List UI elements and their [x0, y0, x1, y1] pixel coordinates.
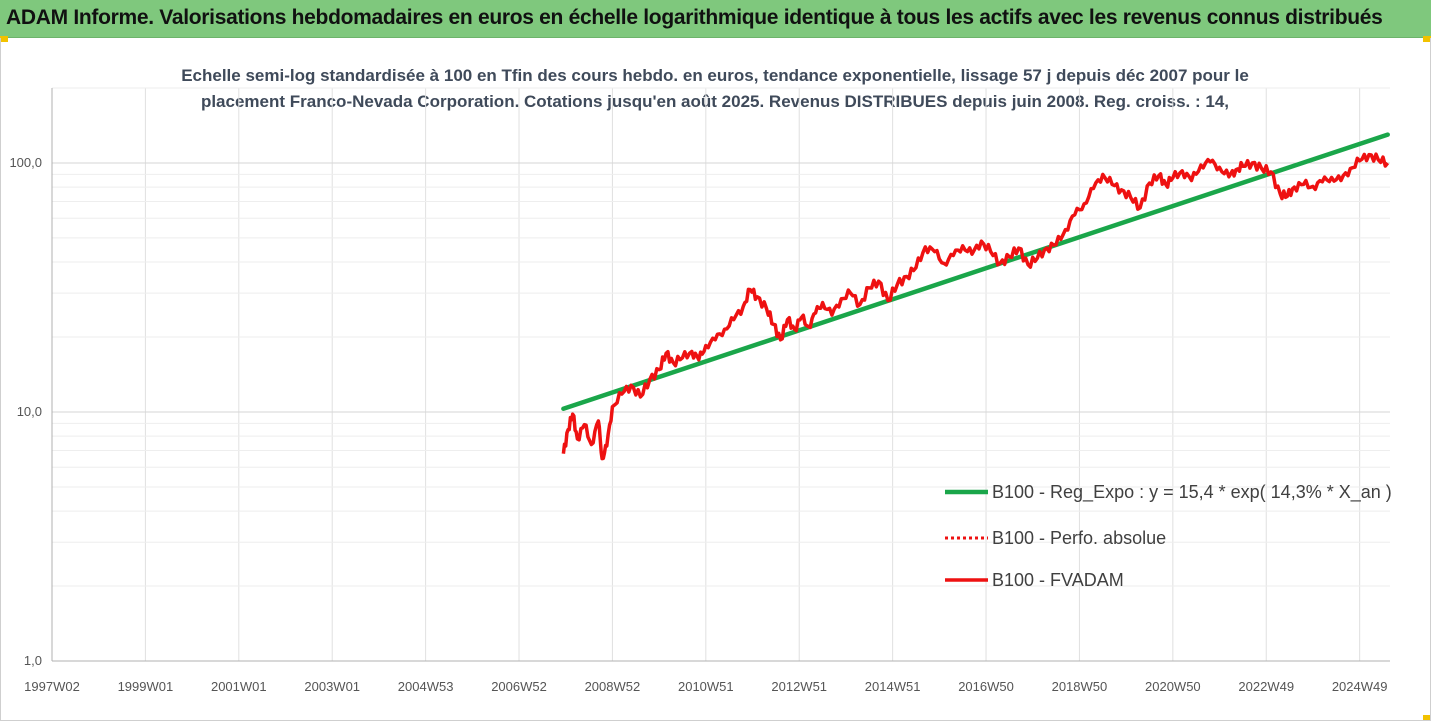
- x-tick-label-9: 2014W51: [865, 679, 921, 694]
- corner-marker-right: [1423, 36, 1431, 42]
- y-tick-label-1: 10,0: [17, 404, 42, 419]
- x-tick-label-2: 2001W01: [211, 679, 267, 694]
- x-tick-label-1: 1999W01: [118, 679, 174, 694]
- title-banner: ADAM Informe. Valorisations hebdomadaire…: [0, 0, 1431, 38]
- x-tick-label-3: 2003W01: [304, 679, 360, 694]
- x-tick-label-10: 2016W50: [958, 679, 1014, 694]
- x-tick-label-11: 2018W50: [1052, 679, 1108, 694]
- x-tick-label-14: 2024W49: [1332, 679, 1388, 694]
- corner-marker-bottom-right: [1423, 715, 1431, 721]
- x-tick-label-5: 2006W52: [491, 679, 547, 694]
- x-tick-label-4: 2004W53: [398, 679, 454, 694]
- x-tick-label-13: 2022W49: [1238, 679, 1294, 694]
- legend-label-fvadam: B100 - FVADAM: [992, 570, 1124, 590]
- banner-title: ADAM Informe. Valorisations hebdomadaire…: [6, 6, 1383, 29]
- x-tick-label-0: 1997W02: [24, 679, 80, 694]
- x-tick-label-6: 2008W52: [585, 679, 641, 694]
- corner-marker-left: [0, 36, 8, 42]
- chart-subtitle-line-1: Echelle semi-log standardisée à 100 en T…: [181, 66, 1249, 85]
- y-tick-label-0: 1,0: [24, 653, 42, 668]
- chart-subtitle-line-2: placement Franco-Nevada Corporation. Cot…: [200, 92, 1230, 111]
- fvadam-line: [561, 152, 1390, 461]
- x-tick-label-7: 2010W51: [678, 679, 734, 694]
- x-tick-label-12: 2020W50: [1145, 679, 1201, 694]
- x-tick-label-8: 2012W51: [771, 679, 827, 694]
- legend-label-perfo: B100 - Perfo. absolue: [992, 528, 1166, 548]
- y-tick-label-2: 100,0: [9, 155, 42, 170]
- legend-label-regression: B100 - Reg_Expo : y = 15,4 * exp( 14,3% …: [992, 482, 1392, 503]
- regression-line: [561, 132, 1390, 412]
